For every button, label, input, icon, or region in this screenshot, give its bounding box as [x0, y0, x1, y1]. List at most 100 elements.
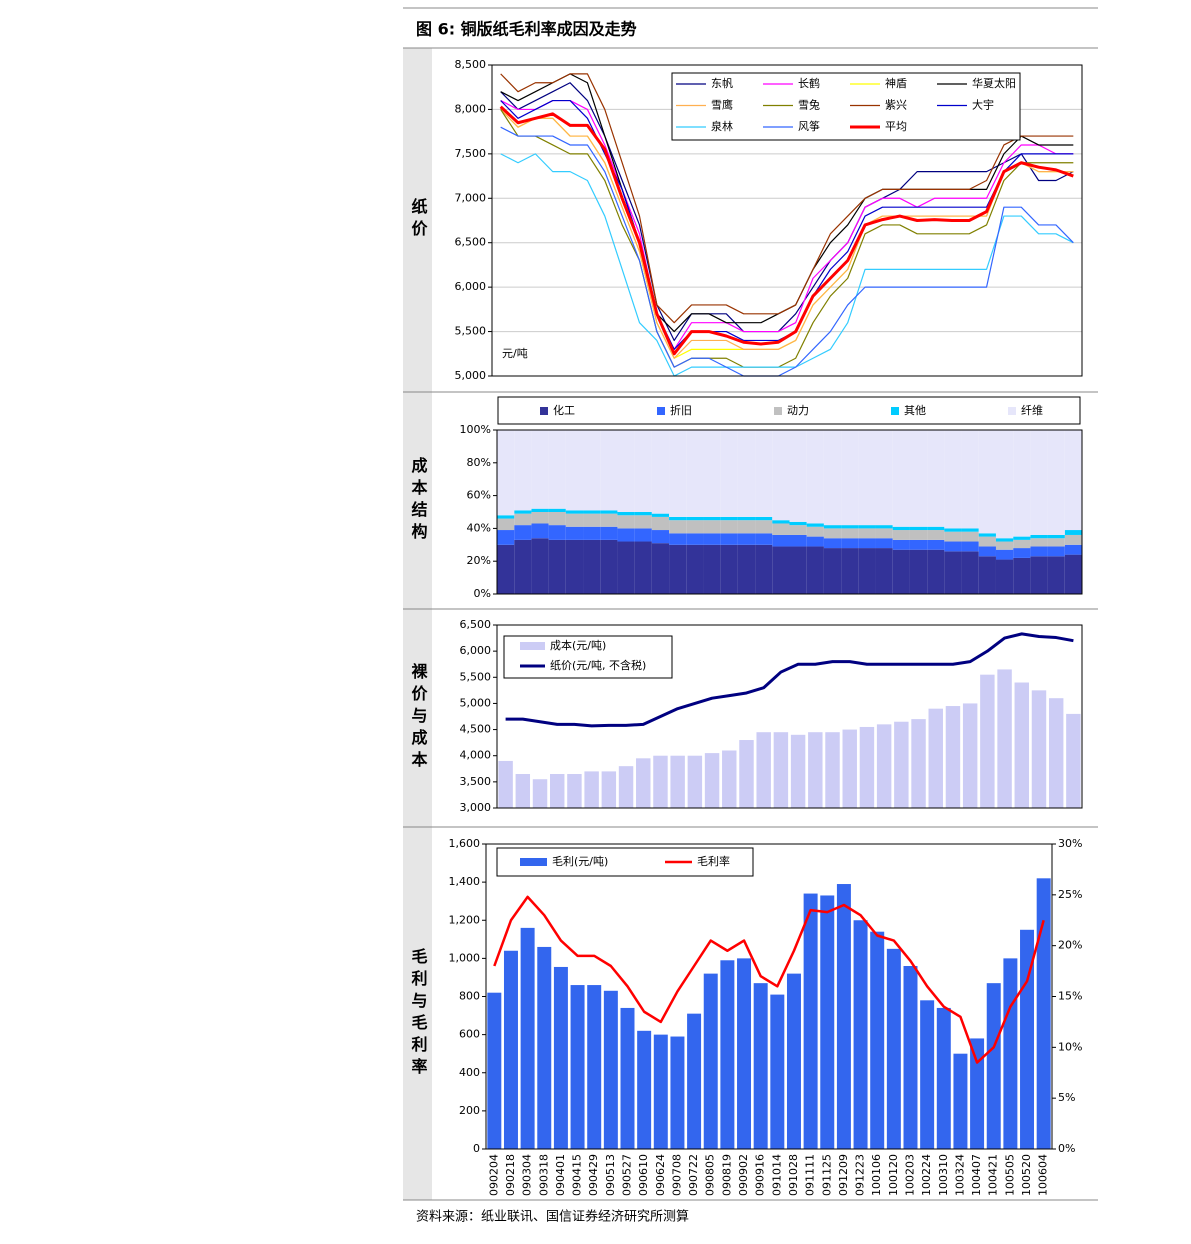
legend-swatch	[657, 407, 665, 415]
legend-label: 东帆	[711, 76, 733, 90]
x-tick-label: 090204	[487, 1154, 500, 1196]
bar	[703, 973, 718, 1149]
x-tick-label: 091111	[804, 1154, 817, 1196]
bar-segment	[720, 520, 738, 534]
y-tick-label: 1,400	[449, 875, 481, 888]
legend-swatch	[540, 407, 548, 415]
legend-label: 雪鹰	[711, 98, 733, 112]
legend-label: 纤维	[1021, 404, 1043, 417]
bar	[670, 755, 685, 808]
bar-segment	[669, 544, 687, 594]
bar-segment	[686, 520, 704, 534]
x-tick-label: 100407	[970, 1154, 983, 1196]
panel-label: 纸价	[403, 48, 432, 392]
bar-segment	[634, 528, 652, 542]
x-tick-label: 090902	[737, 1154, 750, 1196]
bar	[704, 753, 720, 808]
x-tick-label: 100203	[904, 1154, 917, 1196]
bar-segment	[651, 513, 670, 517]
bar	[859, 726, 875, 808]
bar	[986, 983, 1001, 1149]
line	[500, 99, 1074, 350]
bar	[853, 920, 868, 1149]
legend-swatch	[891, 407, 899, 415]
y2-tick-label: 30%	[1058, 837, 1082, 850]
bar-segment	[823, 525, 842, 529]
bar-segment	[875, 430, 893, 526]
bar-segment	[1030, 430, 1048, 535]
y-tick-label: 6,000	[460, 644, 492, 657]
y-tick-label: 6,500	[455, 236, 487, 249]
y-tick-label: 200	[459, 1104, 480, 1117]
bar-segment	[583, 510, 601, 514]
bar	[739, 740, 754, 808]
bar	[920, 1000, 935, 1149]
bar	[803, 893, 818, 1149]
bar-segment	[841, 548, 859, 594]
plot-frame	[491, 64, 1083, 377]
bar-segment	[548, 508, 566, 512]
legend-label: 紫兴	[885, 99, 907, 112]
legend-label: 纸价(元/吨, 不含税)	[550, 658, 646, 672]
bar-segment	[634, 541, 652, 594]
bar	[970, 1038, 985, 1149]
bar-segment	[737, 520, 756, 534]
bar-segment	[858, 528, 876, 539]
bar-segment	[944, 528, 962, 532]
legend-label: 华夏太阳	[972, 76, 1016, 90]
y-tick-label: 1,600	[449, 837, 481, 850]
line	[500, 153, 1074, 377]
bar-segment	[565, 526, 584, 540]
bar-segment	[514, 430, 532, 511]
bar	[1031, 690, 1047, 808]
bar	[637, 1030, 652, 1149]
y-tick-label: 0	[473, 1142, 480, 1155]
bar-segment	[755, 520, 773, 534]
y-tick-label: 600	[459, 1028, 480, 1041]
y-tick-label: 40%	[467, 521, 491, 534]
x-tick-label: 090610	[637, 1154, 650, 1196]
bar-segment	[772, 523, 790, 535]
bar	[549, 774, 565, 808]
bar	[515, 774, 531, 808]
bar-segment	[772, 534, 790, 547]
y-tick-label: 100%	[460, 423, 491, 436]
y-tick-label: 0%	[474, 587, 491, 600]
bar-segment	[806, 523, 824, 527]
bar-segment	[892, 539, 910, 550]
bar	[770, 994, 785, 1149]
bar-segment	[703, 533, 721, 545]
bar-segment	[1030, 538, 1048, 547]
bar-segment	[514, 510, 532, 514]
x-tick-label: 090401	[554, 1154, 567, 1196]
bar-segment	[565, 539, 584, 594]
bar-segment	[1030, 534, 1048, 539]
legend-label: 风筝	[798, 119, 820, 133]
bar	[567, 774, 582, 808]
bar-segment	[531, 512, 549, 524]
bar-segment	[497, 544, 515, 594]
legend-swatch	[520, 858, 547, 866]
bar-segment	[858, 548, 876, 594]
x-tick-label: 100421	[987, 1154, 1000, 1196]
bar	[876, 724, 892, 808]
line	[500, 82, 1074, 342]
bar-segment	[1047, 546, 1065, 557]
bar-segment	[755, 544, 773, 594]
bar	[790, 734, 806, 808]
bar	[1003, 958, 1018, 1149]
y-tick-label: 1,000	[449, 951, 481, 964]
bar-segment	[961, 430, 979, 529]
bar	[653, 1034, 668, 1149]
x-tick-label: 091223	[854, 1154, 867, 1196]
bar	[928, 708, 943, 808]
bar-segment	[497, 430, 515, 516]
bar-segment	[1013, 430, 1031, 537]
x-tick-label: 090527	[621, 1154, 634, 1196]
bar-segment	[789, 521, 807, 526]
bar-segment	[892, 526, 910, 531]
bar	[487, 992, 502, 1149]
bar-segment	[617, 512, 635, 516]
legend-box	[497, 396, 1081, 425]
